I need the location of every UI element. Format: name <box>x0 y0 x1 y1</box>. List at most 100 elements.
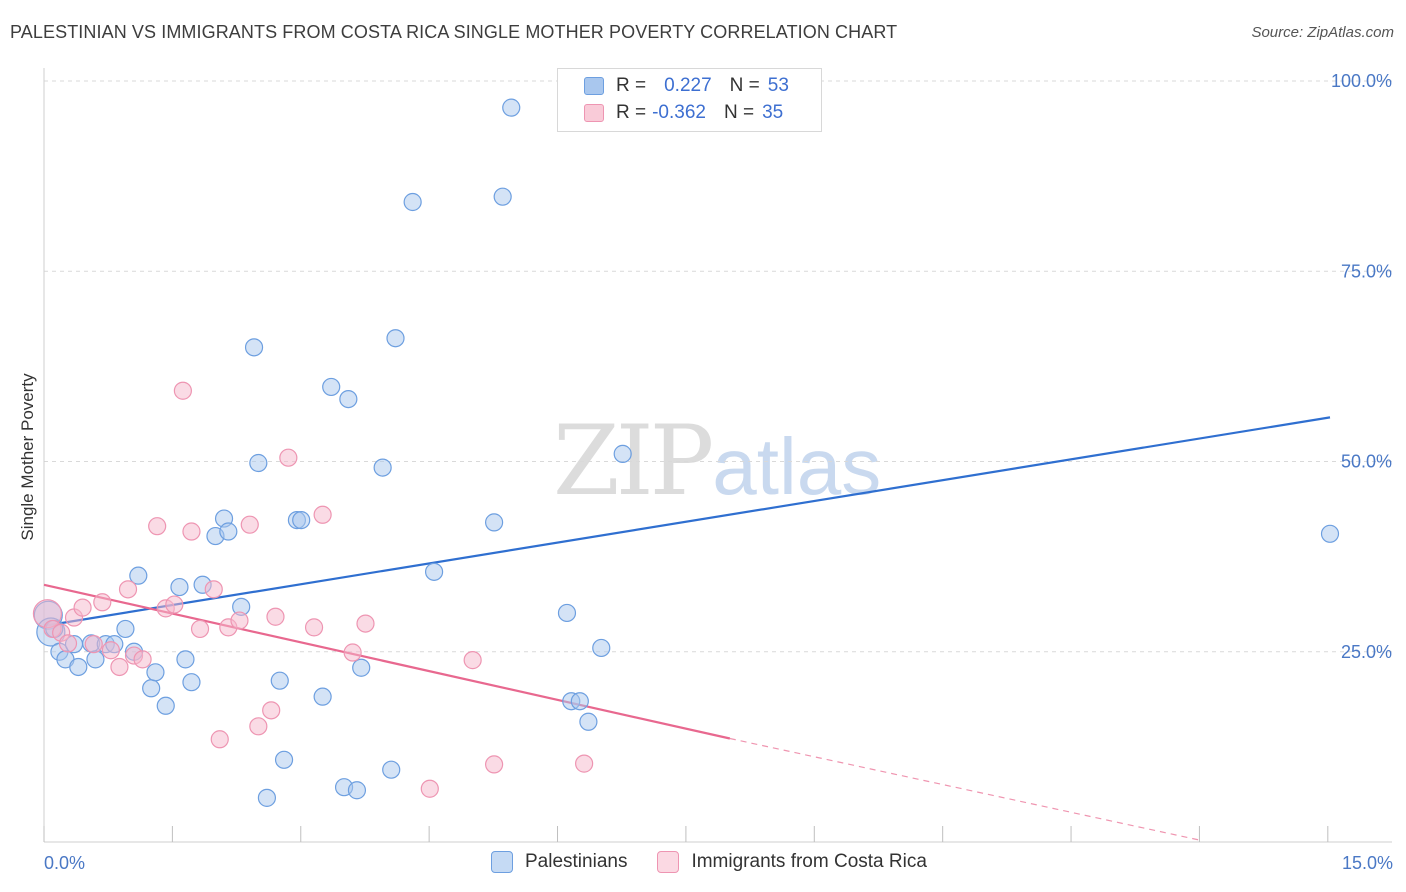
palestinians-point <box>86 650 105 669</box>
palestinians-point <box>339 389 358 409</box>
y-tick-label: 100.0% <box>1331 71 1392 91</box>
palestinians-point <box>219 522 238 541</box>
palestinians-point <box>373 458 392 477</box>
palestinians-point <box>129 566 148 585</box>
legend-n-value: 35 <box>762 102 784 123</box>
costa-rica-point <box>266 607 285 626</box>
costa-rica-point <box>575 754 594 773</box>
costa-rica-point <box>93 593 112 612</box>
y-tick-label: 25.0% <box>1341 642 1392 662</box>
costa-rica-point <box>463 651 482 670</box>
palestinians-point <box>142 679 161 698</box>
palestinians-point <box>424 562 444 581</box>
palestinians-point <box>274 750 294 769</box>
series-swatch-pink <box>657 851 680 873</box>
palestinians-point <box>579 712 598 731</box>
costa-rica-point <box>190 619 210 639</box>
palestinians-point <box>176 650 195 669</box>
costa-rica-point <box>356 614 375 633</box>
y-tick-label: 50.0% <box>1341 452 1392 472</box>
palestinians-point <box>116 619 135 639</box>
axes <box>43 68 1392 843</box>
palestinians-point <box>557 603 577 623</box>
palestinians-point <box>382 760 401 779</box>
x-tick-label: 0.0% <box>44 853 85 873</box>
series-label-costa-rica: Immigrants from Costa Rica <box>691 851 927 872</box>
costa-rica-point <box>165 595 184 614</box>
palestinians-point <box>592 638 611 658</box>
legend-row-costa-rica: R = -0.362 N = 35 <box>584 100 783 126</box>
chart-title: PALESTINIAN VS IMMIGRANTS FROM COSTA RIC… <box>10 22 898 42</box>
palestinians-point <box>352 658 371 677</box>
costa-rica-point <box>84 635 103 654</box>
data-points <box>32 98 1340 807</box>
palestinians-point <box>156 696 175 715</box>
costa-rica-point <box>262 701 281 720</box>
legend-n-value: 53 <box>767 75 789 96</box>
correlation-legend: R = 0.227 N = 53 R = -0.362 N = 35 <box>557 68 822 132</box>
legend-r-value: -0.362 <box>652 102 706 123</box>
costa-rica-point <box>240 515 259 534</box>
costa-rica-point <box>420 779 439 798</box>
palestinians-trend-line <box>43 416 1331 627</box>
legend-r-label: R = <box>616 102 647 123</box>
chart-source: Source: ZipAtlas.com <box>1251 24 1394 41</box>
palestinians-point <box>347 781 367 800</box>
palestinians-point <box>493 187 512 206</box>
costa-rica-point <box>173 381 192 400</box>
palestinians-point <box>182 673 201 692</box>
palestinians-point <box>292 510 311 530</box>
series-legend: Palestinians Immigrants from Costa Rica <box>491 851 957 873</box>
costa-rica-point <box>210 730 229 749</box>
costa-rica-point <box>249 717 268 736</box>
palestinians-point <box>613 444 632 463</box>
costa-rica-point <box>230 611 249 630</box>
costa-rica-point <box>304 618 324 637</box>
costa-rica-point <box>148 517 167 536</box>
palestinians-point <box>1320 524 1340 543</box>
legend-n-label: N = <box>729 75 760 96</box>
costa-rica-point <box>73 598 92 617</box>
costa-rica-point <box>279 448 298 467</box>
palestinians-point <box>322 377 341 397</box>
palestinians-point <box>257 788 277 807</box>
costa-rica-point <box>343 643 362 662</box>
legend-swatch-pink <box>584 104 604 122</box>
costa-rica-point <box>101 641 120 660</box>
costa-rica-point <box>110 657 129 677</box>
palestinians-point <box>146 663 165 682</box>
palestinians-point <box>313 687 332 706</box>
palestinians-point <box>485 513 504 532</box>
palestinians-point <box>270 671 289 690</box>
palestinians-point <box>570 692 589 711</box>
costa-rica-point <box>485 755 504 774</box>
costa-rica-point <box>58 634 78 653</box>
series-legend-palestinians: Palestinians <box>491 851 627 873</box>
series-label-palestinians: Palestinians <box>525 851 628 872</box>
costa-rica-point <box>133 650 152 669</box>
legend-r-label: R = <box>616 75 647 96</box>
y-tick-label: 75.0% <box>1341 261 1392 281</box>
palestinians-point <box>249 453 268 473</box>
legend-row-palestinians: R = 0.227 N = 53 <box>584 73 789 99</box>
palestinians-point <box>69 657 88 677</box>
palestinians-point <box>386 329 405 348</box>
costa-rica-point <box>313 505 332 524</box>
palestinians-point <box>502 98 521 117</box>
x-tick-label: 15.0% <box>1342 853 1393 873</box>
legend-n-label: N = <box>723 102 755 123</box>
legend-r-value: 0.227 <box>664 75 712 96</box>
palestinians-point <box>403 192 422 212</box>
tick-labels: 25.0% 50.0% 75.0% 100.0% 0.0% 15.0% <box>44 71 1393 873</box>
costa-rica-point <box>204 580 223 599</box>
costa-rica-point <box>182 522 201 541</box>
costa-rica-trend-extension <box>729 737 1202 842</box>
series-legend-costa-rica: Immigrants from Costa Rica <box>657 851 927 873</box>
series-swatch-blue <box>491 851 513 873</box>
palestinians-point <box>244 338 264 357</box>
gridlines <box>44 80 1392 653</box>
palestinians-point <box>170 577 189 597</box>
legend-swatch-blue <box>584 77 604 95</box>
costa-rica-point <box>118 580 138 599</box>
